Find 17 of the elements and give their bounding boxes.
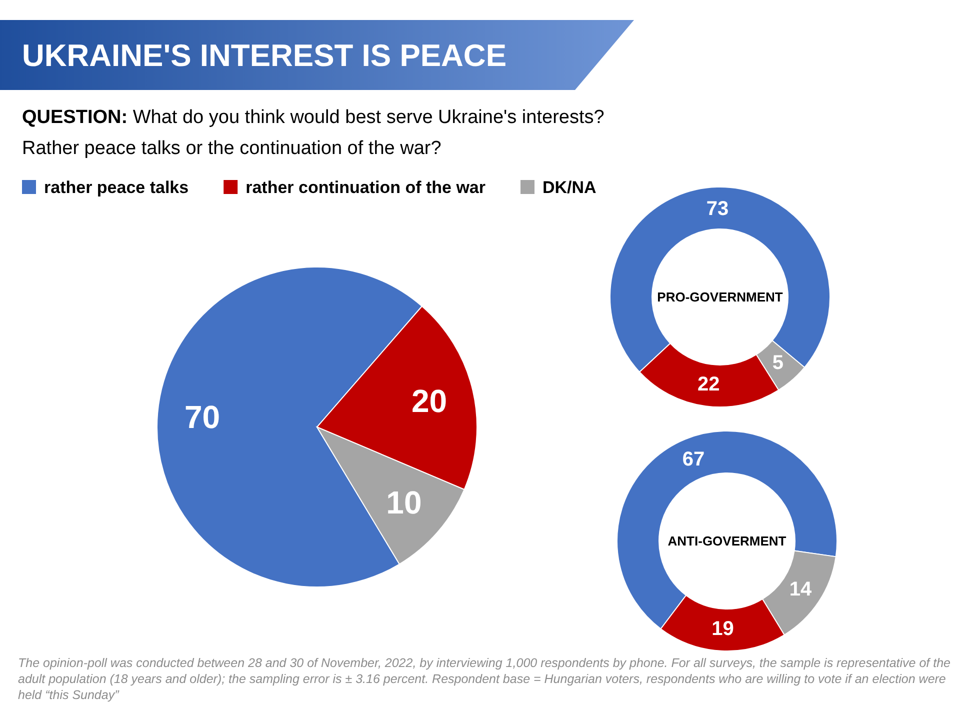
data-label: 70 [184,398,220,435]
data-label: 22 [698,373,720,396]
chart-subtitle: QUESTION: What do you think would best serve Ukraine's interests? Rather peace talks or the continuation of the war? [22,107,604,159]
legend-label: DK/NA [542,178,596,197]
legend-label: rather peace talks [44,178,189,197]
data-label: 73 [706,198,729,220]
text: PRO-GOVERNMENT [657,290,783,304]
data-label: 19 [712,618,734,640]
data-label: 5 [772,352,784,374]
chart-title: UKRAINE'S INTEREST IS PEACE [22,38,506,73]
data-label: 20 [411,383,448,420]
data-label: 67 [682,448,705,471]
data-label: 14 [789,578,812,600]
text: The opinion-poll was conducted between 28 and 30 of November, 2022, by interviewing 1,000 respondents by phone. For all surveys, the sample is representative of the adult population (18 years and older); the sampling error is ± 3.16 percent. Respondent base = Hungarian voters, respondents who are willing to vote if an election were held “this Sunday” [18,655,952,703]
text: ANTI-GOVERMENT [668,534,786,548]
legend-label: rather continuation of the war [246,178,486,197]
data-label: 10 [386,484,422,521]
